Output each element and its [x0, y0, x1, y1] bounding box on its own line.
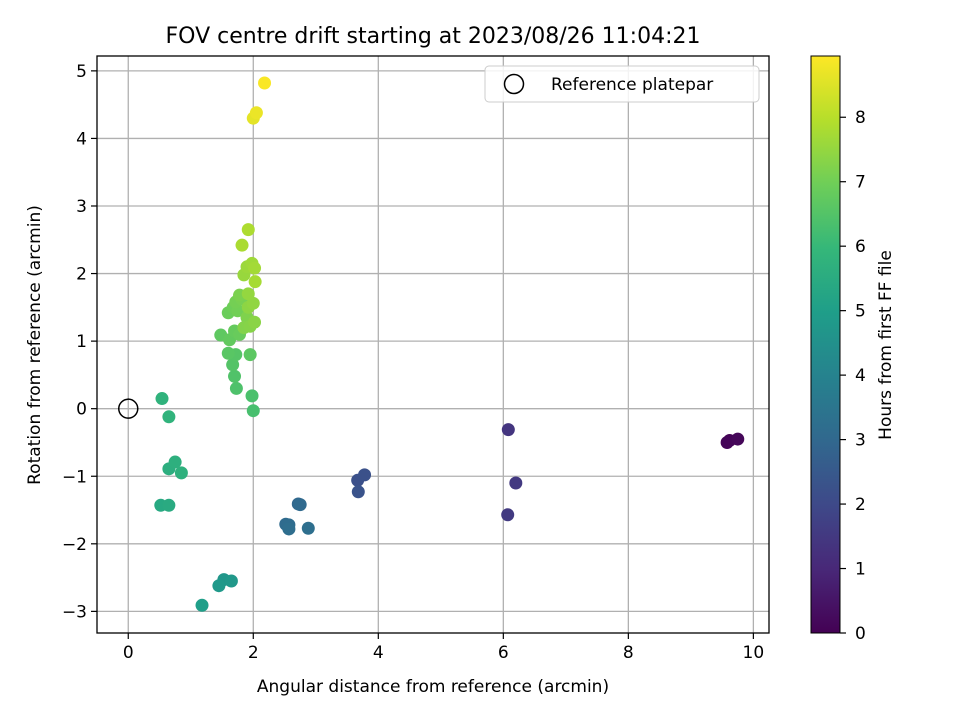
data-point — [168, 455, 182, 469]
data-point — [162, 410, 176, 424]
data-point — [228, 369, 242, 383]
data-point — [248, 275, 262, 289]
data-point — [351, 485, 365, 499]
colorbar-tick-label: 7 — [855, 173, 866, 193]
colorbar-tick-label: 3 — [855, 431, 866, 451]
data-point — [501, 423, 515, 437]
x-axis-ticks: 0 2 4 6 8 10 — [123, 633, 764, 663]
data-point — [221, 346, 235, 360]
legend-label: Reference platepar — [551, 75, 713, 95]
colorbar-label: Hours from first FF file — [876, 250, 896, 440]
y-tick-label: −1 — [62, 467, 87, 487]
data-point — [720, 435, 734, 449]
x-tick-label: 8 — [623, 643, 634, 663]
data-point — [258, 76, 272, 90]
data-point — [195, 598, 209, 612]
x-tick-label: 0 — [123, 643, 134, 663]
colorbar: 0 1 2 3 4 5 6 7 8 Hours from first FF file — [810, 55, 896, 644]
colorbar-tick-label: 4 — [855, 366, 866, 386]
y-tick-label: 2 — [76, 265, 87, 285]
x-axis-label: Angular distance from reference (arcmin) — [257, 677, 609, 697]
data-point — [358, 468, 372, 482]
data-point — [731, 432, 745, 446]
y-tick-label: 1 — [76, 332, 87, 352]
x-tick-label: 4 — [373, 643, 384, 663]
data-point — [246, 404, 260, 418]
y-tick-label: 4 — [76, 129, 87, 149]
data-point — [509, 476, 523, 490]
chart-title: FOV centre drift starting at 2023/08/26 … — [166, 24, 701, 49]
data-point — [248, 315, 262, 329]
x-tick-label: 2 — [248, 643, 259, 663]
y-tick-label: −2 — [62, 535, 87, 555]
x-tick-label: 10 — [743, 643, 765, 663]
data-point — [224, 574, 238, 588]
y-axis-label: Rotation from reference (arcmin) — [25, 205, 45, 485]
data-point — [243, 348, 257, 362]
data-point — [249, 106, 263, 120]
plot-frame — [96, 55, 770, 634]
data-point — [235, 238, 249, 252]
reference-platepar-marker — [118, 398, 139, 419]
grid — [97, 56, 769, 633]
y-tick-label: 5 — [76, 62, 87, 82]
colorbar-tick-label: 5 — [855, 302, 866, 322]
data-points — [154, 76, 745, 612]
data-point — [174, 466, 188, 480]
colorbar-tick-label: 0 — [855, 624, 866, 644]
y-tick-label: 3 — [76, 197, 87, 217]
data-point — [293, 498, 307, 512]
colorbar-tick-label: 2 — [855, 495, 866, 515]
y-axis-ticks: −3 −2 −1 0 1 2 3 4 5 — [62, 62, 97, 622]
y-tick-label: 0 — [76, 400, 87, 420]
data-point — [245, 389, 259, 403]
y-tick-label: −3 — [62, 602, 87, 622]
colorbar-gradient — [810, 55, 841, 634]
colorbar-tick-label: 6 — [855, 237, 866, 257]
data-point — [282, 522, 296, 536]
x-tick-label: 6 — [498, 643, 509, 663]
legend-open-circle-icon — [503, 73, 525, 95]
data-point — [229, 381, 243, 395]
legend-box — [484, 65, 760, 103]
data-point — [301, 521, 315, 535]
data-point — [501, 508, 515, 522]
data-point — [241, 287, 255, 301]
data-point — [162, 498, 176, 512]
legend: Reference platepar — [484, 65, 760, 103]
data-point — [248, 261, 262, 275]
colorbar-tick-label: 8 — [855, 108, 866, 128]
data-point — [212, 579, 226, 593]
data-point — [226, 358, 240, 372]
colorbar-tick-label: 1 — [855, 560, 866, 580]
data-point — [155, 392, 169, 406]
colorbar-ticks: 0 1 2 3 4 5 6 7 8 — [840, 108, 866, 644]
data-point — [241, 223, 255, 237]
